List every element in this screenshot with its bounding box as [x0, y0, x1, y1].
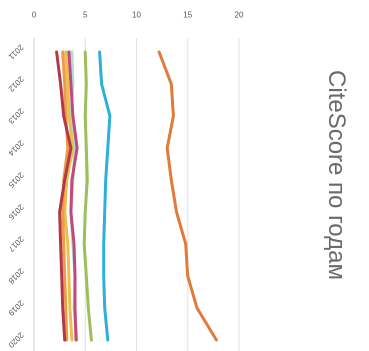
x-tick-label: 2012	[6, 75, 25, 94]
x-tick-label: 2013	[6, 107, 25, 126]
series-line-1	[157, 50, 218, 342]
y-tick-label: 15	[183, 11, 192, 20]
x-tick-label: 2020	[6, 331, 25, 350]
series-line-2	[98, 50, 112, 342]
x-tick-label: 2019	[6, 299, 25, 318]
x-tick-label: 2018	[6, 267, 25, 286]
series-line-5	[67, 50, 79, 342]
y-tick-label: 20	[235, 11, 244, 20]
chart-title: CiteScore по годам	[323, 70, 350, 280]
x-tick-label: 2016	[6, 203, 25, 222]
y-axis-ticks: 0 5 10 15 20	[32, 11, 244, 20]
y-tick-label: 5	[83, 11, 88, 20]
y-tick-label: 10	[132, 11, 141, 20]
x-tick-label: 2015	[6, 171, 25, 190]
x-tick-label: 2017	[6, 235, 25, 254]
x-tick-label: 2011	[6, 43, 25, 62]
series-line-3	[82, 50, 93, 342]
series-line-8	[55, 50, 73, 342]
x-tick-label: 2014	[6, 139, 25, 158]
y-tick-label: 0	[32, 11, 37, 20]
x-axis-ticks: 2011 2012 2013 2014 2015 2016 2017 2018 2019 2020	[6, 43, 25, 350]
series-line-6	[63, 50, 75, 342]
series-lines	[55, 50, 218, 342]
